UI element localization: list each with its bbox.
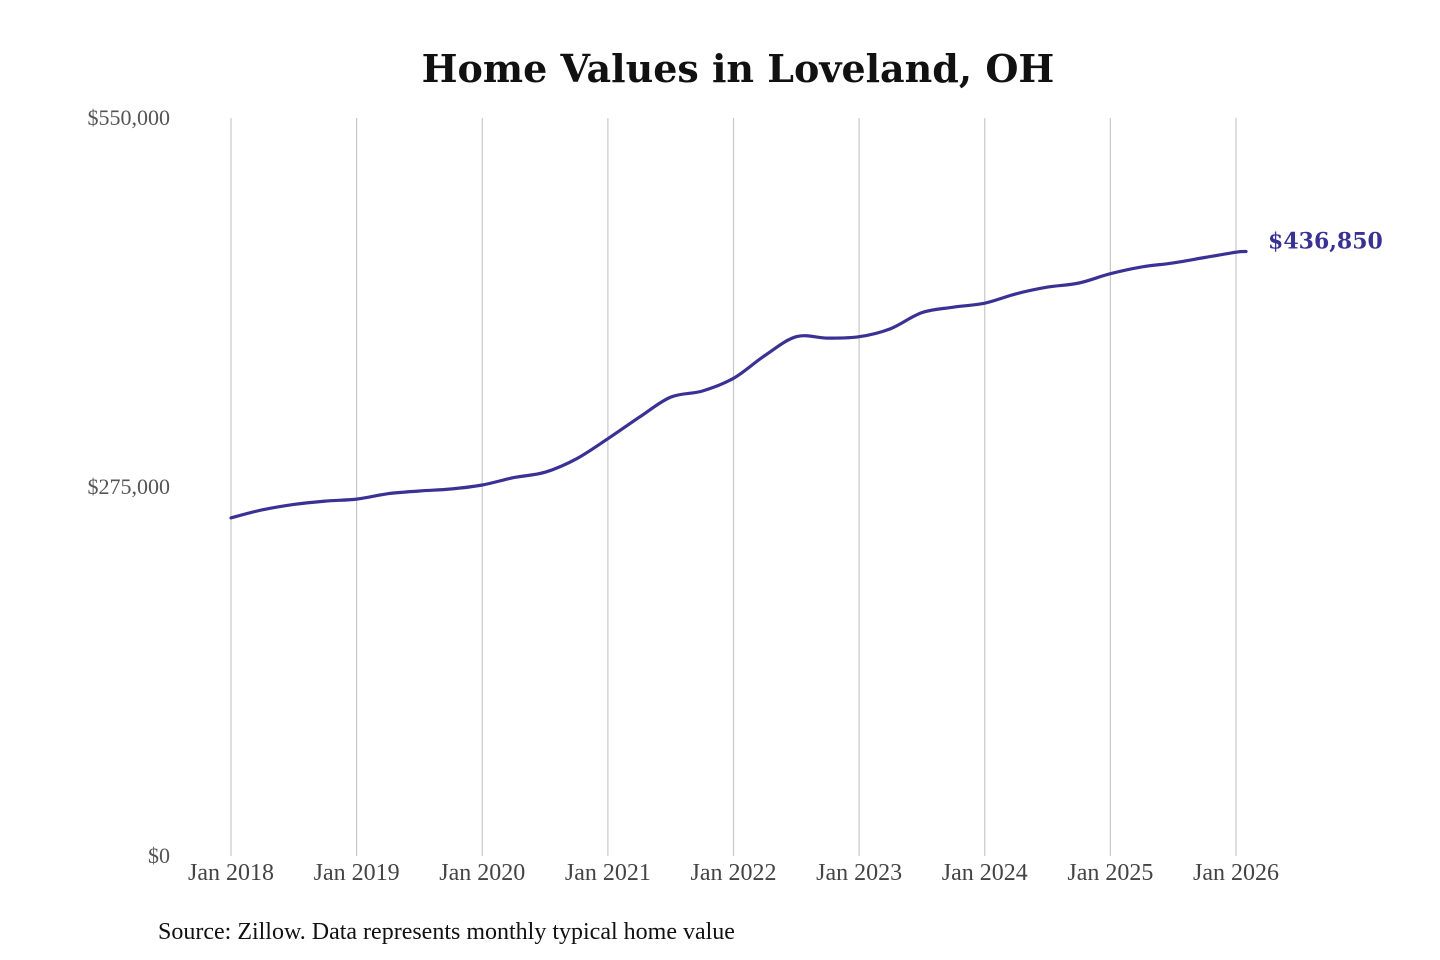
grid-lines: [230, 118, 1237, 856]
x-tick-label: Jan 2018: [188, 860, 274, 886]
x-tick-label: Jan 2021: [565, 860, 651, 886]
source-note: Source: Zillow. Data represents monthly …: [158, 919, 735, 945]
series-line-0: [229, 249, 1248, 520]
x-tick-label: Jan 2026: [1193, 860, 1279, 886]
chart-title: Home Values in Loveland, OH: [422, 46, 1055, 91]
x-axis-ticks: Jan 2018 Jan 2019 Jan 2020 Jan 2021 Jan 2022…: [188, 860, 1279, 886]
x-tick-label: Jan 2025: [1067, 860, 1153, 886]
x-tick-label: Jan 2020: [439, 860, 525, 886]
end-value-label: $436,850: [1268, 229, 1383, 255]
x-tick-label: Jan 2022: [691, 860, 777, 886]
y-axis-ticks: $0 $275,000 $550,000: [88, 105, 171, 868]
y-tick-label: $275,000: [88, 474, 171, 499]
y-tick-label: $550,000: [88, 105, 171, 130]
series-layer: $436,850: [229, 229, 1383, 520]
y-tick-label: $0: [148, 843, 170, 868]
x-tick-label: Jan 2024: [942, 860, 1028, 886]
x-tick-label: Jan 2023: [816, 860, 902, 886]
x-tick-label: Jan 2019: [314, 860, 400, 886]
